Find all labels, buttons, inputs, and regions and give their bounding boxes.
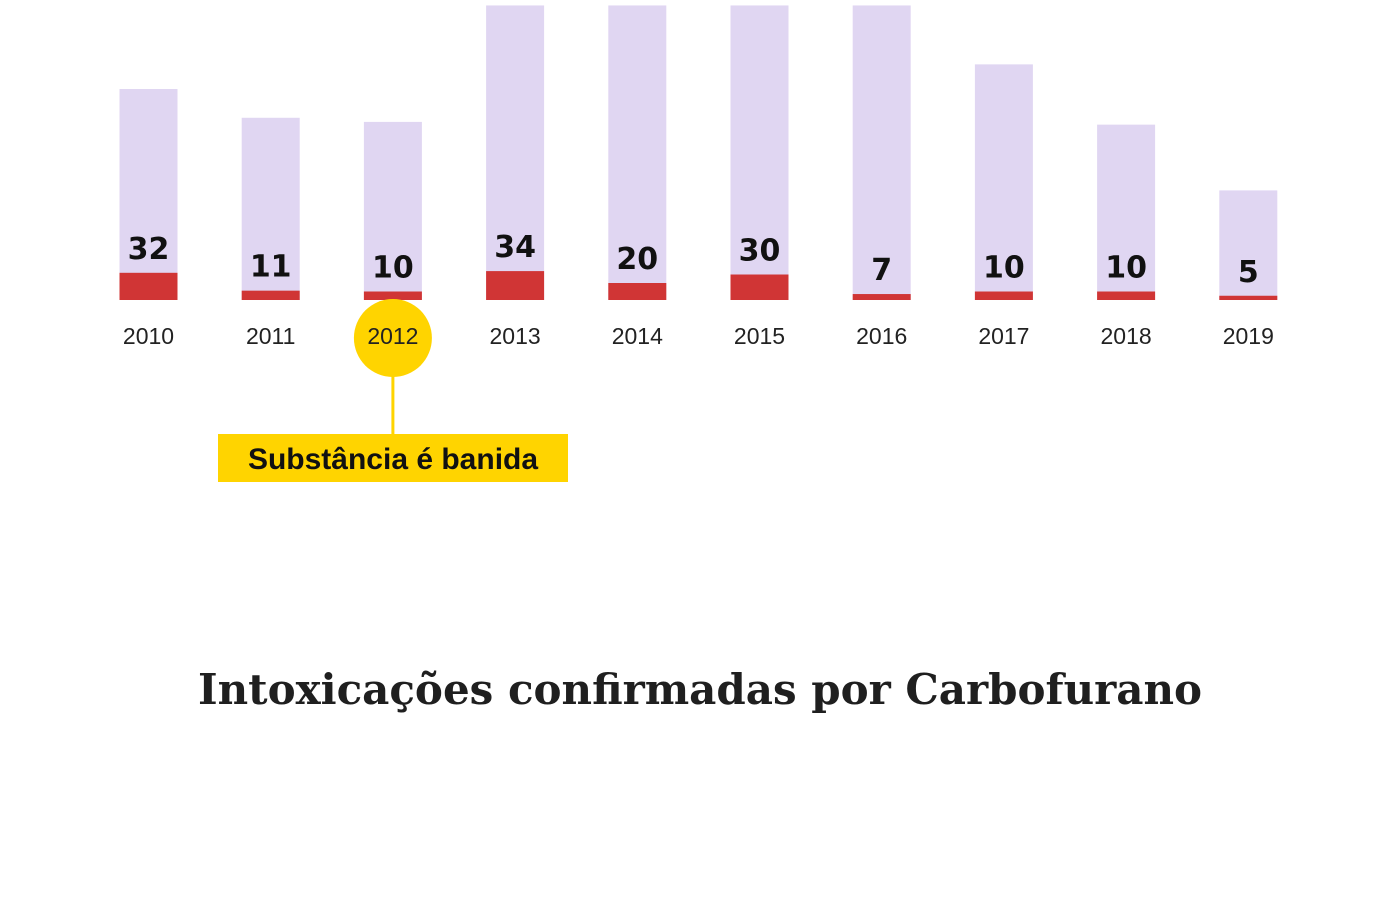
confirmed-bar — [1219, 295, 1278, 300]
year-label: 2019 — [1223, 323, 1274, 349]
total-bar — [363, 121, 422, 301]
confirmed-bar — [608, 283, 667, 300]
value-label: 20 — [616, 242, 658, 277]
confirmed-bar — [241, 290, 300, 300]
chart-title: Intoxicações confirmadas por Carbofurano — [198, 665, 1202, 714]
value-label: 5 — [1238, 255, 1259, 290]
annotation-label: Substância é banida — [248, 443, 538, 476]
year-label: 2011 — [246, 323, 295, 349]
total-bar — [241, 117, 300, 300]
total-bar — [730, 5, 789, 300]
value-label: 10 — [372, 251, 414, 286]
confirmed-bar — [974, 291, 1033, 300]
year-highlight-circle — [353, 299, 432, 377]
confirmed-bar — [1097, 291, 1156, 300]
total-bar — [1097, 124, 1156, 300]
total-bar — [852, 5, 911, 300]
year-label: 2013 — [490, 323, 541, 349]
total-bar — [974, 64, 1033, 300]
labels-layer: 32 2010 11 2011 10 2012 34 2013 20 2014 30 2015 7 201… — [123, 230, 1274, 349]
total-bar — [486, 5, 545, 300]
year-label: 2017 — [978, 323, 1029, 349]
annotation-box — [218, 434, 568, 482]
confirmed-bar — [852, 294, 911, 300]
confirmed-bar — [363, 291, 422, 300]
confirmed-bar — [486, 271, 545, 300]
value-label: 30 — [739, 234, 781, 269]
year-label: 2010 — [123, 323, 174, 349]
value-label: 11 — [250, 250, 292, 285]
year-label: 2018 — [1101, 323, 1152, 349]
highlight-layer: Substância é banida — [218, 299, 568, 482]
year-label: 2014 — [612, 323, 663, 349]
value-label: 7 — [871, 253, 892, 288]
total-bar — [608, 5, 667, 300]
confirmed-bar — [730, 274, 789, 300]
bars-layer — [119, 5, 1278, 301]
value-label: 10 — [983, 251, 1025, 286]
total-bar — [119, 89, 178, 301]
year-label: 2015 — [734, 323, 785, 349]
year-label: 2012 — [367, 323, 418, 349]
value-label: 10 — [1105, 251, 1147, 286]
confirmed-bar — [119, 272, 178, 300]
total-bar — [1219, 190, 1278, 300]
value-label: 34 — [494, 230, 536, 265]
year-label: 2016 — [856, 323, 907, 349]
value-label: 32 — [128, 232, 170, 267]
